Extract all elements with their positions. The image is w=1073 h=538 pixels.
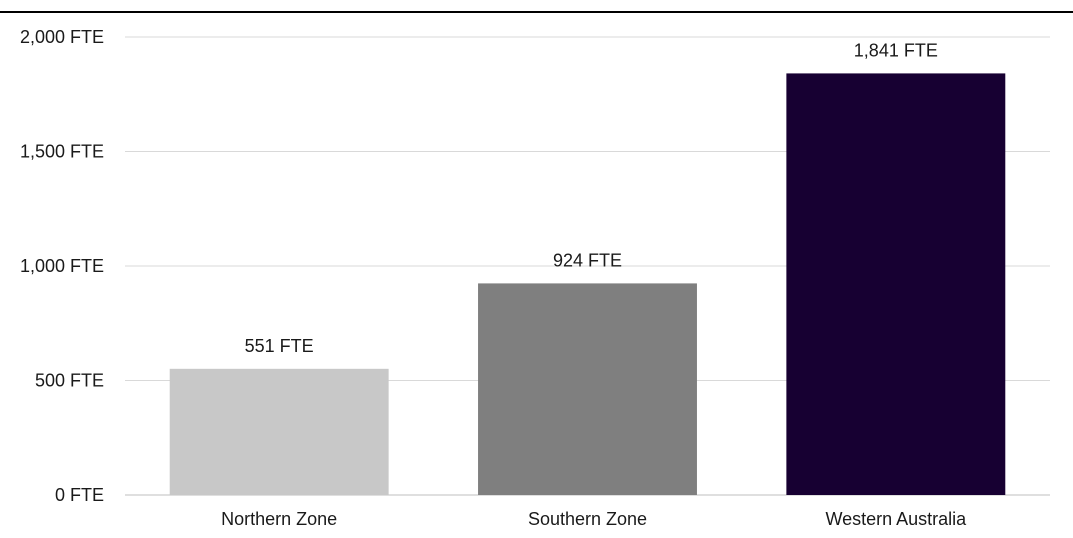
bars: [169, 73, 1006, 495]
data-label: 1,841 FTE: [854, 40, 938, 60]
y-tick-label: 500 FTE: [35, 371, 104, 391]
y-tick-label: 0 FTE: [55, 485, 104, 505]
top-rule: [0, 11, 1073, 13]
bar: [169, 368, 389, 495]
y-tick-label: 1,000 FTE: [20, 256, 104, 276]
x-tick-label: Southern Zone: [528, 509, 647, 529]
data-label: 924 FTE: [553, 250, 622, 270]
y-tick-label: 2,000 FTE: [20, 27, 104, 47]
x-tick-label: Western Australia: [825, 509, 967, 529]
x-tick-label: Northern Zone: [221, 509, 337, 529]
data-label: 551 FTE: [245, 336, 314, 356]
data-labels: 551 FTE 924 FTE 1,841 FTE: [245, 40, 938, 355]
x-axis-tick-labels: Northern Zone Southern Zone Western Austra…: [221, 509, 967, 529]
y-axis-tick-labels: 0 FTE 500 FTE 1,000 FTE 1,500 FTE 2,000 FTE: [20, 27, 104, 505]
y-tick-label: 1,500 FTE: [20, 142, 104, 162]
bar: [478, 283, 697, 495]
bar: [786, 73, 1006, 495]
